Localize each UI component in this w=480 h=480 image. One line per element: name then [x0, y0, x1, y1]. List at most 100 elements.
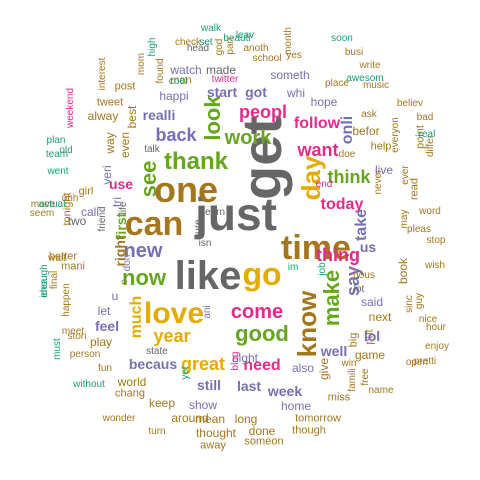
- cloud-word: show: [188, 398, 218, 412]
- cloud-word: day: [296, 155, 326, 201]
- cloud-word: read: [408, 177, 421, 201]
- cloud-word: state: [146, 346, 168, 357]
- cloud-word: never: [373, 169, 384, 195]
- cloud-word: even: [118, 131, 132, 159]
- cloud-word: see: [136, 160, 161, 198]
- cloud-word: win: [341, 358, 357, 369]
- cloud-word: someth: [270, 68, 310, 82]
- cloud-word: girl: [78, 185, 94, 198]
- cloud-word: away: [200, 439, 226, 452]
- cloud-word: happi: [159, 89, 189, 103]
- cloud-word: high: [147, 37, 158, 57]
- cloud-word: place: [325, 78, 349, 89]
- cloud-word: cool: [168, 76, 188, 87]
- cloud-word: friend: [97, 206, 108, 232]
- cloud-word: person: [69, 349, 101, 360]
- cloud-word: thing: [316, 245, 360, 265]
- cloud-word: lol: [363, 328, 381, 344]
- cloud-word: hous: [353, 270, 375, 281]
- cloud-word: need: [243, 357, 281, 374]
- cloud-word: just: [195, 188, 277, 240]
- cloud-word: turn: [148, 426, 166, 437]
- cloud-word: last: [236, 378, 262, 394]
- cloud-word: work: [224, 127, 272, 149]
- cloud-word: take: [353, 208, 370, 242]
- cloud-word: hour: [425, 322, 447, 333]
- cloud-word: must: [52, 338, 63, 360]
- cloud-word: week: [267, 383, 303, 399]
- cloud-word: nice: [418, 314, 438, 325]
- cloud-word: awesom: [346, 73, 384, 84]
- cloud-word: go: [242, 256, 282, 292]
- cloud-word: wish: [424, 260, 446, 271]
- cloud-word: world: [117, 375, 147, 389]
- cloud-word: done: [248, 424, 276, 438]
- cloud-word: first: [113, 212, 129, 240]
- cloud-word: us: [359, 239, 377, 255]
- cloud-word: like: [174, 254, 242, 298]
- cloud-word: move: [30, 199, 56, 210]
- cloud-word: book: [396, 257, 410, 285]
- cloud-word: believ: [396, 98, 424, 109]
- cloud-word: enjoy: [425, 341, 449, 352]
- cloud-word: pleas: [407, 224, 431, 235]
- cloud-word: job: [317, 262, 328, 276]
- cloud-word: fun: [98, 363, 112, 374]
- cloud-word: may: [399, 209, 410, 229]
- cloud-word: someon: [244, 435, 284, 448]
- cloud-word: everyon: [390, 117, 401, 153]
- cloud-word: time: [281, 229, 351, 267]
- cloud-word: month: [283, 27, 294, 55]
- cloud-word: ohh: [61, 193, 79, 204]
- cloud-word: soon: [331, 33, 353, 44]
- cloud-word: mom: [136, 52, 147, 76]
- cloud-word: real: [418, 129, 436, 140]
- cloud-word: call: [80, 205, 100, 219]
- cloud-word: today: [320, 196, 364, 213]
- cloud-word: well: [320, 343, 348, 359]
- cloud-word: hope: [310, 95, 338, 109]
- cloud-word: open: [405, 357, 429, 368]
- cloud-word: found: [155, 58, 166, 84]
- cloud-word: better: [48, 250, 78, 263]
- cloud-word: stop: [426, 235, 446, 246]
- cloud-word: look: [200, 95, 225, 141]
- cloud-word: said: [360, 295, 384, 309]
- cloud-word: play: [89, 335, 113, 349]
- cloud-word: final: [49, 270, 60, 290]
- cloud-word: thank: [163, 148, 229, 175]
- cloud-word: part: [225, 37, 236, 55]
- cloud-word: made: [205, 63, 237, 77]
- cloud-word: ani: [202, 305, 213, 319]
- cloud-word: becaus: [128, 356, 178, 372]
- cloud-word: set: [199, 37, 213, 48]
- cloud-word: post: [114, 80, 136, 93]
- cloud-word: life: [118, 201, 129, 215]
- cloud-word: befor: [352, 124, 380, 138]
- cloud-word: yet: [180, 366, 191, 380]
- cloud-word: went: [47, 166, 69, 177]
- cloud-word: can: [124, 205, 184, 243]
- cloud-word: game: [354, 348, 386, 362]
- cloud-word: plan: [46, 135, 66, 146]
- cloud-word: bad: [416, 112, 434, 123]
- cloud-word: think: [327, 167, 371, 187]
- cloud-word: chang: [115, 387, 145, 400]
- cloud-word: enough: [39, 264, 50, 298]
- cloud-word: big: [347, 332, 360, 348]
- cloud-word: walk: [200, 23, 222, 34]
- cloud-word: doe: [338, 149, 356, 160]
- cloud-word: two: [67, 214, 87, 228]
- cloud-word: still: [196, 377, 222, 393]
- cloud-word: busi: [344, 47, 364, 58]
- cloud-word: name: [368, 385, 394, 396]
- cloud-word: long: [234, 412, 258, 426]
- cloud-word: put: [363, 329, 376, 345]
- cloud-word: weekend: [65, 87, 76, 129]
- cloud-word: also: [291, 361, 315, 375]
- cloud-word: sure: [193, 219, 204, 239]
- cloud-word: twitter: [211, 74, 239, 85]
- cloud-word: god: [214, 38, 225, 56]
- cloud-word: talk: [144, 144, 160, 155]
- cloud-word: love: [143, 297, 205, 330]
